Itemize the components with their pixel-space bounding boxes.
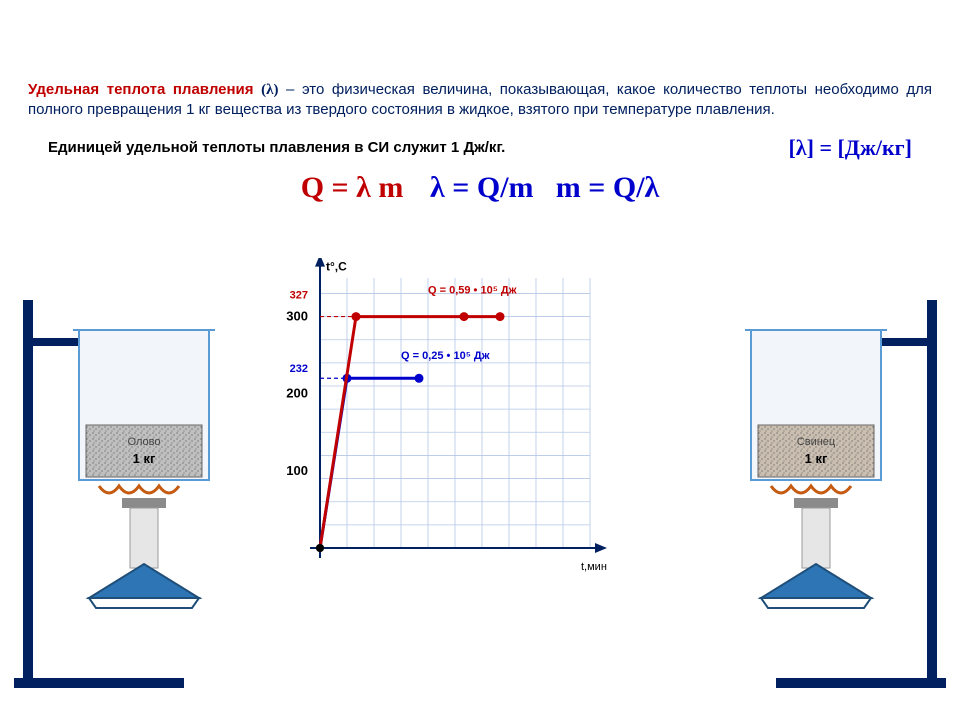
- formula-q: Q = λ m: [301, 171, 404, 204]
- svg-text:200: 200: [286, 386, 308, 401]
- apparatus-lead: Свинец 1 кг: [716, 300, 946, 720]
- svg-text:Q = 0,59 • 10⁵ Дж: Q = 0,59 • 10⁵ Дж: [428, 284, 517, 296]
- svg-text:232: 232: [290, 363, 308, 375]
- term: Удельная теплота плавления: [28, 81, 254, 98]
- lambda-symbol: (λ): [261, 82, 278, 98]
- svg-text:1 кг: 1 кг: [805, 451, 828, 466]
- si-unit: [λ] = [Дж/кг]: [788, 135, 912, 161]
- svg-text:300: 300: [286, 309, 308, 324]
- formula-lambda: λ = Q/m: [430, 171, 534, 204]
- svg-text:100: 100: [286, 463, 308, 478]
- formula-row: Q = λ m λ = Q/m m = Q/λ: [28, 171, 932, 205]
- si-text: Единицей удельной теплоты плавления в СИ…: [48, 139, 505, 156]
- svg-text:1 кг: 1 кг: [133, 451, 156, 466]
- svg-text:t,мин: t,мин: [581, 561, 607, 573]
- formula-m: m = Q/λ: [556, 171, 660, 204]
- definition-text: Удельная теплота плавления (λ) – это физ…: [28, 80, 932, 121]
- melting-chart: t°,C t,мин 100 200 300 327 232 Q = 0,59 • 10⁵ Д…: [260, 258, 620, 598]
- svg-text:327: 327: [290, 290, 308, 302]
- svg-text:Q = 0,25 • 10⁵ Дж: Q = 0,25 • 10⁵ Дж: [401, 350, 490, 362]
- svg-text:t°,C: t°,C: [326, 259, 347, 273]
- svg-text:Олово: Олово: [128, 436, 161, 448]
- apparatus-tin: Олово 1 кг: [14, 300, 244, 720]
- svg-text:Свинец: Свинец: [797, 436, 836, 448]
